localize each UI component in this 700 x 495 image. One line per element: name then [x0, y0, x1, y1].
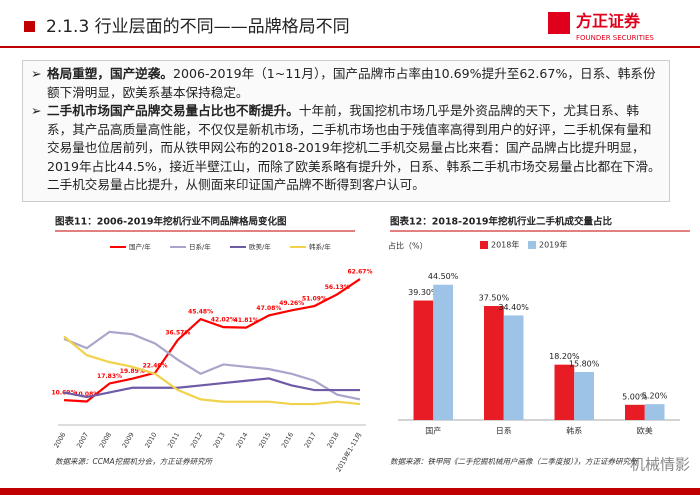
source: 数据来源：CCMA挖掘机分会，方正证券研究所: [55, 457, 214, 466]
data-label: 41.81%: [234, 317, 259, 324]
data-label: 18.20%: [549, 352, 580, 361]
series-line: [63, 335, 361, 406]
bar: [413, 300, 434, 420]
data-label: 44.50%: [428, 272, 459, 281]
data-label: 37.50%: [479, 294, 510, 303]
data-label: 19.89%: [120, 368, 145, 375]
data-label: 17.83%: [97, 373, 122, 380]
x-tick-label: 2010: [143, 431, 158, 449]
legend-label: 2019年: [539, 240, 567, 250]
data-label: 47.08%: [256, 305, 281, 312]
title-marker: [24, 21, 35, 32]
bullet-text: 2006-2019年（1~11月），国产品牌市占率由10.69%提升至62.67…: [47, 66, 656, 100]
bar: [484, 306, 504, 420]
bullet: 二手机市场国产品牌交易量占比也不断提升。十年前，我国挖机市场几乎是外资品牌的天下…: [31, 102, 661, 195]
bar: [644, 404, 665, 420]
legend-label: 欧美/年: [249, 242, 271, 251]
legend-label: 国产/年: [129, 242, 151, 251]
x-tick-label: 2015: [257, 431, 272, 449]
data-label: 34.40%: [498, 303, 529, 312]
x-tick-label: 2016: [280, 431, 295, 449]
x-tick-label: 2007: [75, 431, 90, 449]
data-label: 5.20%: [642, 392, 668, 401]
logo-en: FOUNDER SECURITIES: [576, 34, 654, 42]
data-label: 39.30%: [408, 288, 439, 297]
legend-swatch: [480, 241, 488, 249]
bar: [503, 315, 524, 420]
x-tick-label: 2017: [303, 431, 318, 449]
x-tick-label: 2014: [234, 431, 249, 449]
x-tick-label: 2009: [121, 431, 136, 449]
series-line: [63, 278, 361, 403]
legend-label: 韩系/年: [309, 242, 331, 251]
x-tick-label: 日系: [496, 426, 512, 436]
x-tick-label: 2018: [325, 431, 340, 449]
legend-label: 日系/年: [189, 242, 211, 251]
bullet-lead: 格局重塑，国产逆袭。: [47, 66, 173, 81]
x-tick-label: 2012: [189, 431, 204, 449]
bar: [554, 364, 575, 420]
bar: [433, 284, 453, 420]
x-tick-label: 2006: [52, 431, 67, 449]
x-tick-label: 2011: [166, 431, 181, 449]
data-label: 51.09%: [302, 296, 327, 303]
data-label: 45.48%: [188, 309, 213, 316]
y-axis-label: 占比（%）: [388, 241, 428, 251]
chart-title: 图表11：2006-2019年挖机行业不同品牌格局变化图: [55, 216, 287, 228]
x-tick-label: 欧美: [637, 426, 653, 436]
section-title: 2.1.3 行业层面的不同——品牌格局不同: [46, 17, 350, 37]
x-tick-label: 2013: [212, 431, 227, 449]
data-label: 10.08%: [74, 391, 99, 398]
data-label: 5.00%: [622, 392, 648, 401]
bar: [574, 371, 594, 420]
data-label: 36.57%: [165, 329, 190, 336]
logo: 方正证券: [576, 12, 641, 31]
data-label: 42.02%: [211, 317, 236, 324]
series-line: [63, 377, 360, 399]
data-label: 62.67%: [348, 269, 373, 276]
data-label: 56.13%: [325, 284, 350, 291]
logo-icon: [548, 12, 570, 34]
bar: [625, 404, 645, 420]
watermark: 机械情影: [630, 456, 690, 474]
x-tick-label: 2008: [98, 431, 113, 449]
data-label: 49.26%: [279, 300, 304, 307]
footer-bar: [0, 488, 700, 495]
source: 数据来源：铁甲网《二手挖掘机械用户画像（二季度报）》，方正证券研究所: [390, 457, 639, 466]
x-tick-label: 国产: [425, 426, 441, 436]
legend-label: 2018年: [491, 240, 519, 250]
data-label: 22.40%: [143, 362, 168, 369]
series-line: [63, 330, 361, 401]
x-tick-label: 韩系: [566, 426, 582, 436]
data-label: 15.80%: [569, 359, 600, 368]
bullet-lead: 二手机市场国产品牌交易量占比也不断提升。: [47, 103, 299, 118]
bullet-text: 十年前，我国挖机市场几乎是外资品牌的天下，尤其日系、韩系，其产品高质量高性能，不…: [47, 103, 661, 192]
bullet: 格局重塑，国产逆袭。2006-2019年（1~11月），国产品牌市占率由10.6…: [31, 65, 661, 102]
chart-title: 图表12：2018-2019年挖机行业二手机成交量占比: [390, 216, 613, 228]
bullet-box: 格局重塑，国产逆袭。2006-2019年（1~11月），国产品牌市占率由10.6…: [22, 60, 670, 202]
legend-swatch: [528, 241, 536, 249]
